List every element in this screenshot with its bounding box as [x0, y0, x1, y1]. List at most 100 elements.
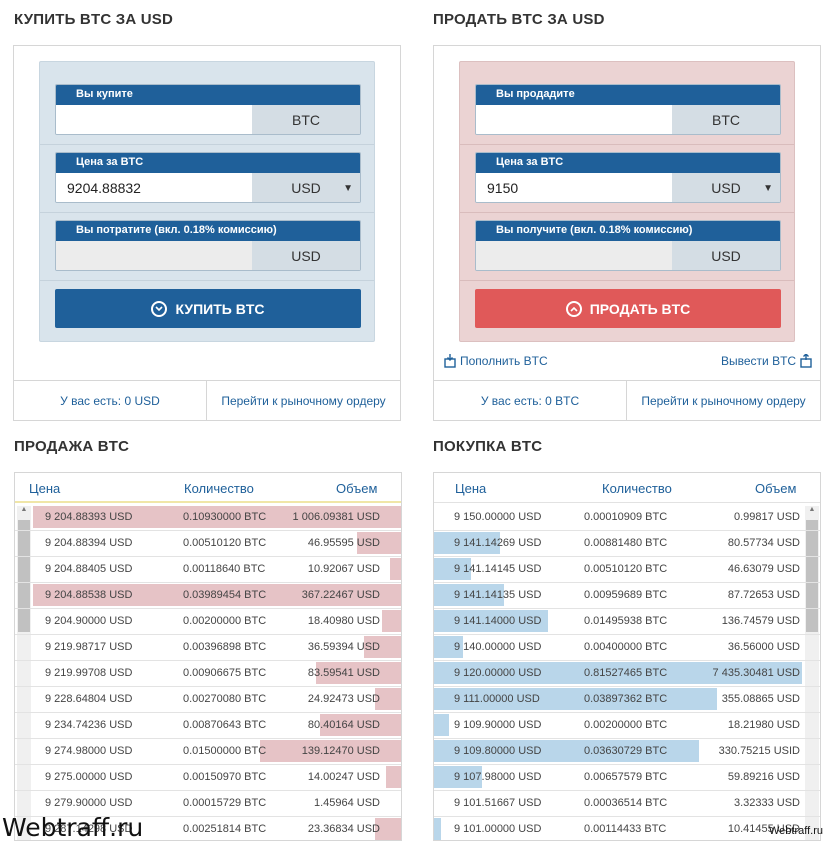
order-row[interactable]: 9 111.00000 USD 0.03897362 BTC 355.08865 U… [434, 687, 820, 713]
buy-panel-footer: У вас есть: 0 USD Перейти к рыночному ор… [14, 380, 400, 421]
sell-price-label: Цена за BTC [476, 153, 780, 173]
order-price: 9 109.80000 USD [454, 745, 542, 757]
column-price[interactable]: Цена [455, 481, 487, 496]
buy-book-scrollbar[interactable]: ▲ [805, 506, 819, 840]
order-row[interactable]: 9 274.98000 USD 0.01500000 BTC 139.12470 U… [15, 739, 401, 765]
order-price: 9 140.00000 USD [454, 641, 542, 653]
buy-amount-input[interactable] [56, 105, 252, 134]
order-qty: 0.00396898 BTC [183, 641, 267, 653]
buy-price-currency: USD [291, 180, 321, 196]
sell-panel-title: ПРОДАТЬ BTC ЗА USD [433, 11, 605, 28]
order-row[interactable]: 9 275.00000 USD 0.00150970 BTC 14.00247 US… [15, 765, 401, 791]
order-row[interactable]: 9 141.14000 USD 0.01495938 BTC 136.74579 U… [434, 609, 820, 635]
order-row[interactable]: 9 228.64804 USD 0.00270080 BTC 24.92473 US… [15, 687, 401, 713]
order-row[interactable]: 9 120.00000 USD 0.81527465 BTC 7 435.30481… [434, 661, 820, 687]
order-row[interactable]: 9 287.14298 USD 0.00251814 BTC 23.36834 US… [15, 817, 401, 840]
order-qty: 0.10930000 BTC [183, 511, 267, 523]
order-vol: 23.36834 USD [307, 823, 380, 835]
order-row[interactable]: 9 204.88394 USD 0.00510120 BTC 46.95595 US… [15, 531, 401, 557]
buy-total-input[interactable] [56, 241, 252, 270]
order-row[interactable]: 9 219.98717 USD 0.00396898 BTC 36.59394 US… [15, 635, 401, 661]
sell-total-input[interactable] [476, 241, 672, 270]
order-price: 9 204.88393 USD [45, 511, 133, 523]
order-row[interactable]: 9 150.00000 USD 0.00010909 BTC 0.99817 USD [434, 505, 820, 531]
buy-order-book: Цена Количество Объем ▲ 9 150.00000 USD 0… [433, 472, 821, 841]
order-row[interactable]: 9 101.51667 USD 0.00036514 BTC 3.32333 USD [434, 791, 820, 817]
order-price: 9 204.88405 USD [45, 563, 133, 575]
column-quantity[interactable]: Количество [184, 481, 254, 496]
column-quantity[interactable]: Количество [602, 481, 672, 496]
order-row[interactable]: 9 101.00000 USD 0.00114433 BTC 10.41455 US… [434, 817, 820, 840]
sell-form: Вы продадите BTC Цена за BTC USD ▼ Вы по… [459, 61, 795, 342]
wallet-out-icon [800, 354, 812, 368]
sell-price-currency-select[interactable]: USD ▼ [672, 173, 780, 202]
buy-btc-button-label: КУПИТЬ BTC [175, 300, 265, 317]
sell-order-book: Цена Количество Объем ▲ 9 204.88393 USD 0… [14, 472, 402, 841]
depth-bar [320, 714, 401, 736]
sell-market-order-link[interactable]: Перейти к рыночному ордеру [641, 394, 806, 408]
buy-balance[interactable]: У вас есть: 0 USD [14, 381, 207, 421]
order-qty: 0.00510120 BTC [183, 537, 267, 549]
order-price: 9 150.00000 USD [454, 511, 542, 523]
order-row[interactable]: 9 204.88393 USD 0.10930000 BTC 1 006.09381… [15, 505, 401, 531]
buy-market-order-link[interactable]: Перейти к рыночному ордеру [221, 394, 386, 408]
order-row[interactable]: 9 109.90000 USD 0.00200000 BTC 18.21980 US… [434, 713, 820, 739]
scroll-thumb[interactable] [18, 520, 30, 632]
sell-total-currency: USD [672, 241, 780, 270]
order-price: 9 141.14269 USD [454, 537, 542, 549]
order-vol: 0.99817 USD [733, 511, 800, 523]
divider [40, 280, 374, 281]
order-row[interactable]: 9 141.14269 USD 0.00881480 BTC 80.57734 US… [434, 531, 820, 557]
buy-price-input[interactable] [56, 173, 252, 202]
order-qty: 0.00657579 BTC [584, 771, 668, 783]
order-price: 9 204.90000 USD [45, 615, 133, 627]
order-vol: 36.56000 USD [727, 641, 800, 653]
order-qty: 0.00036514 BTC [584, 797, 668, 809]
order-price: 9 234.74236 USD [45, 719, 133, 731]
order-row[interactable]: 9 279.90000 USD 0.00015729 BTC 1.45964 USD [15, 791, 401, 817]
order-row[interactable]: 9 140.00000 USD 0.00400000 BTC 36.56000 US… [434, 635, 820, 661]
order-row[interactable]: 9 107.98000 USD 0.00657579 BTC 59.89216 US… [434, 765, 820, 791]
deposit-btc-link[interactable]: Пополнить BTC [444, 354, 548, 368]
sell-price-input[interactable] [476, 173, 672, 202]
order-vol: 46.95595 USD [307, 537, 380, 549]
order-row[interactable]: 9 204.88538 USD 0.03989454 BTC 367.22467 U… [15, 583, 401, 609]
depth-bar [364, 636, 401, 658]
order-row[interactable]: 9 141.14145 USD 0.00510120 BTC 46.63079 US… [434, 557, 820, 583]
scroll-thumb[interactable] [806, 520, 818, 632]
buy-total-label: Вы потратите (вкл. 0.18% комиссию) [56, 221, 360, 241]
sell-amount-field: Вы продадите BTC [475, 84, 781, 135]
order-price: 9 228.64804 USD [45, 693, 133, 705]
buy-price-currency-select[interactable]: USD ▼ [252, 173, 360, 202]
withdraw-btc-label: Вывести BTC [721, 354, 797, 368]
column-price[interactable]: Цена [29, 481, 61, 496]
order-row[interactable]: 9 204.90000 USD 0.00200000 BTC 18.40980 US… [15, 609, 401, 635]
sell-book-scrollbar[interactable]: ▲ [17, 506, 31, 840]
sell-amount-input[interactable] [476, 105, 672, 134]
buy-price-label: Цена за BTC [56, 153, 360, 173]
order-row[interactable]: 9 109.80000 USD 0.03630729 BTC 330.75215 U… [434, 739, 820, 765]
depth-bar [434, 766, 482, 788]
order-row[interactable]: 9 141.14135 USD 0.00959689 BTC 87.72653 US… [434, 583, 820, 609]
divider [460, 212, 794, 213]
order-vol: 18.21980 USD [727, 719, 800, 731]
withdraw-btc-link[interactable]: Вывести BTC [721, 354, 812, 368]
sell-balance[interactable]: У вас есть: 0 BTC [434, 381, 627, 421]
order-vol: 10.41455 USD [727, 823, 800, 835]
column-volume[interactable]: Объем [755, 481, 797, 496]
column-volume[interactable]: Объем [336, 481, 378, 496]
order-price: 9 275.00000 USD [45, 771, 133, 783]
deposit-btc-label: Пополнить BTC [460, 354, 548, 368]
order-row[interactable]: 9 234.74236 USD 0.00870643 BTC 80.40164 US… [15, 713, 401, 739]
order-row[interactable]: 9 219.99708 USD 0.00906675 BTC 83.59541 US… [15, 661, 401, 687]
order-row[interactable]: 9 204.88405 USD 0.00118640 BTC 10.92067 US… [15, 557, 401, 583]
depth-bar [375, 688, 401, 710]
buy-btc-button[interactable]: КУПИТЬ BTC [55, 289, 361, 328]
sell-book-header: Цена Количество Объем [15, 473, 401, 503]
sell-total-label: Вы получите (вкл. 0.18% комиссию) [476, 221, 780, 241]
scroll-up-icon[interactable]: ▲ [808, 506, 816, 513]
sell-btc-button[interactable]: ПРОДАТЬ BTC [475, 289, 781, 328]
scroll-up-icon[interactable]: ▲ [20, 506, 28, 513]
depth-bar [434, 584, 504, 606]
order-vol: 80.57734 USD [727, 537, 800, 549]
